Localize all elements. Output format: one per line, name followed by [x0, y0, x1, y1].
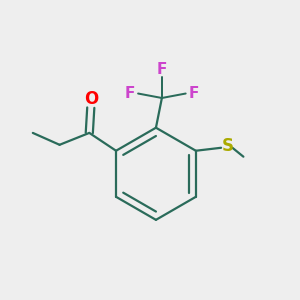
Text: F: F: [157, 62, 167, 77]
Text: S: S: [222, 137, 234, 155]
Text: F: F: [124, 86, 135, 101]
Text: F: F: [189, 86, 199, 101]
Text: O: O: [84, 90, 98, 108]
